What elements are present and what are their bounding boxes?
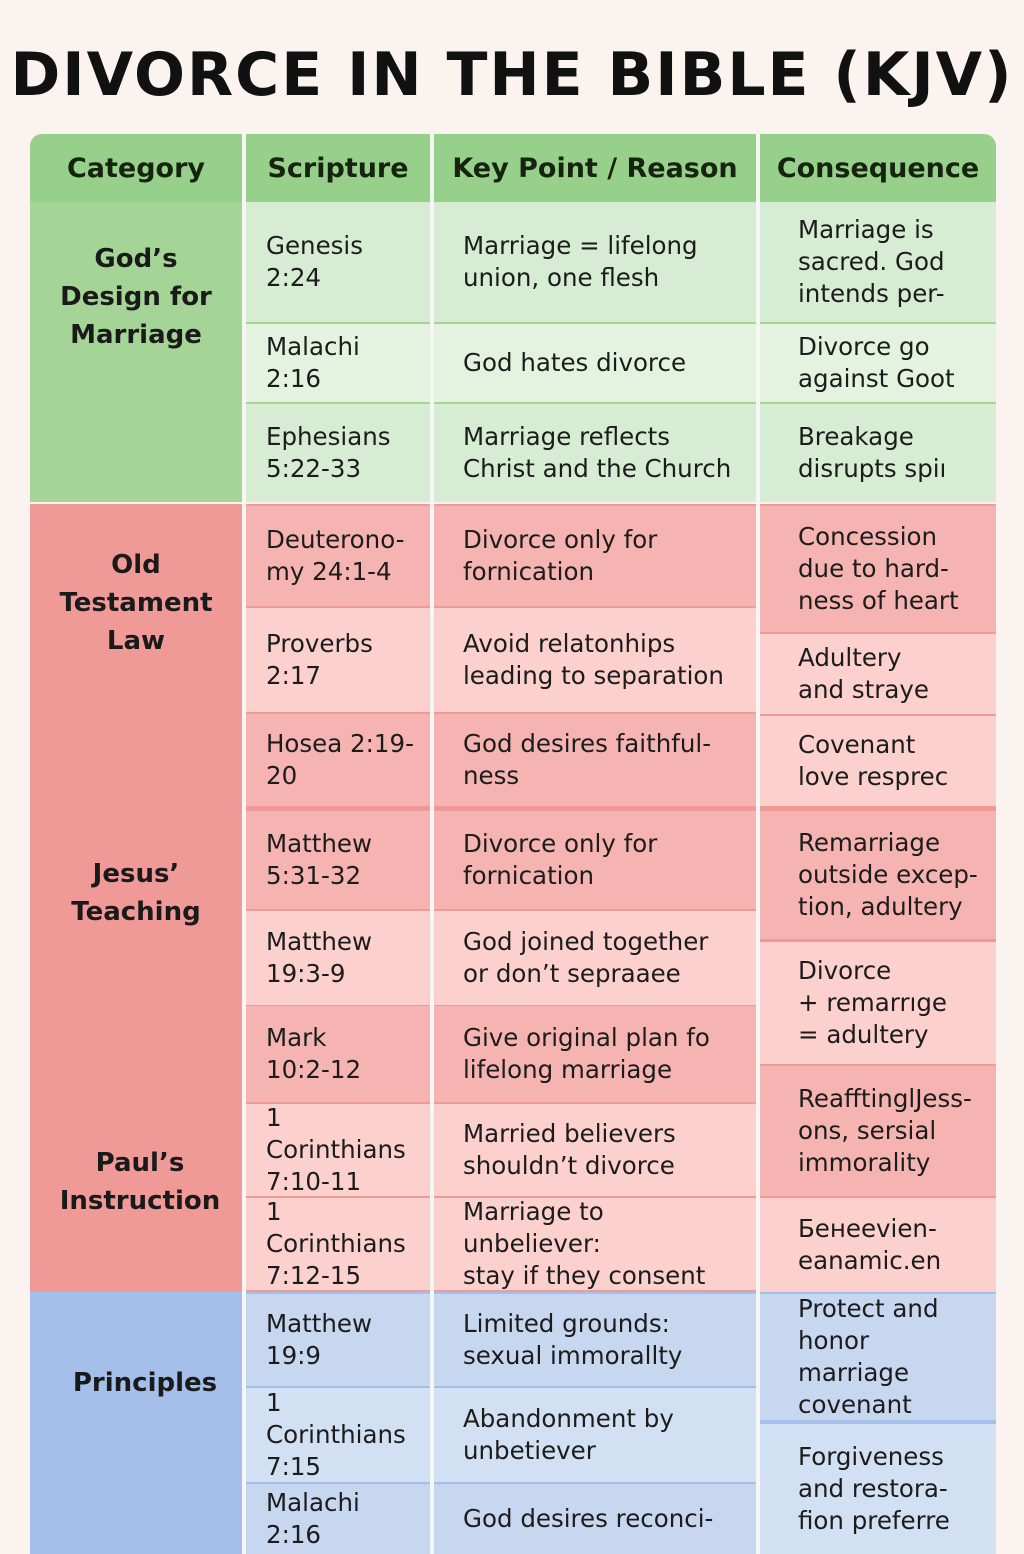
category-principles: Principles <box>72 1368 218 1398</box>
scripture-cell: Ephesians 5:22-33 <box>246 404 430 502</box>
scripture-cell: Hosea 2:19- 20 <box>246 714 430 806</box>
consequence-cell: Forgiveness and restora- fion preferre <box>760 1424 996 1554</box>
key-point-cell: God desires reconci- <box>434 1484 756 1554</box>
key-point-cell: God joined together or don’t sepraaee <box>434 911 756 1005</box>
scripture-cell: Matthew 19:3-9 <box>246 911 430 1005</box>
scripture-cell: Matthew 5:31-32 <box>246 811 430 909</box>
scripture-cell: Malachi 2:16 <box>246 324 430 402</box>
key-point-cell: Divorce only for fornication <box>434 811 756 909</box>
consequence-cell: Бенееviеn- eanamic.en <box>760 1198 996 1292</box>
consequence-cell: ReafftinglJess- ons, sersial immorality <box>760 1066 996 1196</box>
scripture-cell: Genesis 2:24 <box>246 202 430 322</box>
scripture-cell: Matthew 19:9 <box>246 1294 430 1386</box>
consequence-cell: Marriage is sacred. God intends per- <box>760 202 996 322</box>
header-key-point: Key Point / Reason <box>434 134 756 202</box>
header-consequence: Consequence <box>760 134 996 202</box>
consequence-cell: Concession due to hard- ness of heart <box>760 506 996 632</box>
key-point-cell: Abandonment by unbetiever <box>434 1388 756 1482</box>
page-title: DIVORCE IN THE BIBLE (KJV) <box>10 40 1014 110</box>
scripture-cell: Malachi 2:16 <box>246 1484 430 1554</box>
category-pauls-instruction: Paul’s Instruction <box>59 1148 221 1216</box>
divorce-table: Category Scripture Key Point / Reason Co… <box>30 134 996 1554</box>
consequence-cell: Protect and honor marriage covenant <box>760 1294 996 1420</box>
key-point-cell: Limited grounds: sexual immorallty <box>434 1294 756 1386</box>
consequence-cell: Divorce go against Goot <box>760 324 996 402</box>
header-category: Category <box>30 134 242 202</box>
category-old-testament-law: Old Testament Law <box>59 550 213 656</box>
category-jesus-teaching: Jesus’ Teaching <box>71 859 201 927</box>
key-point-cell: Divorce only for fornication <box>434 506 756 606</box>
scripture-cell: Deuterono- my 24:1-4 <box>246 506 430 606</box>
key-point-cell: God hates divorce <box>434 324 756 402</box>
key-point-cell: Marriage reflects Christ and the Church <box>434 404 756 502</box>
key-point-cell: Marriage to unbeliever: stay if they con… <box>434 1197 756 1290</box>
scripture-cell: 1 Corinthians 7:12-15 <box>246 1197 430 1290</box>
key-point-cell: Avoid relatonhips leading to separation <box>434 608 756 712</box>
scripture-cell: 1 Corinthians 7:10-11 <box>246 1103 430 1196</box>
key-point-cell: Marriage = lifelong union, one flesh <box>434 202 756 322</box>
scripture-cell: Proverbs 2:17 <box>246 608 430 712</box>
consequence-cell: Remarriage outside excep- tion, adultery <box>760 811 996 939</box>
key-point-cell: God desires faithful- ness <box>434 714 756 806</box>
consequence-cell: Covenant love resprec <box>760 716 996 806</box>
key-point-cell: Give original plan fo lifelong marriage <box>434 1006 756 1102</box>
header-scripture: Scripture <box>246 134 430 202</box>
scripture-cell: Mark 10:2-12 <box>246 1006 430 1102</box>
consequence-cell: Breakage disrupts spiı <box>760 404 996 502</box>
category-gods-design: God’s Design for Marriage <box>60 244 212 350</box>
consequence-cell: Adultery and straye <box>760 634 996 714</box>
scripture-cell: 1 Corinthians 7:15 <box>246 1388 430 1482</box>
consequence-cell: Divorce + remarrıge = adultery <box>760 942 996 1064</box>
key-point-cell: Married believers shouldn’t divorce <box>434 1104 756 1196</box>
